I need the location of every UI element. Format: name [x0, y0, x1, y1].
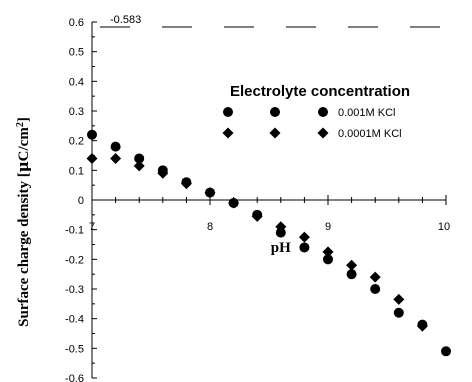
y-tick-label: -0.3	[65, 284, 84, 296]
y-tick-label: 0.4	[69, 76, 84, 88]
y-tick-label: 0.6	[69, 17, 84, 29]
legend-label: 0.0001M KCl	[338, 128, 402, 140]
diamond-point	[228, 197, 240, 209]
x-tick-label: 9	[325, 221, 331, 233]
legend-marker	[223, 107, 233, 117]
legend-label: 0.001M KCl	[338, 107, 395, 119]
diamond-point	[110, 152, 122, 164]
circle-point	[110, 141, 121, 152]
legend-marker	[270, 107, 280, 117]
diamond-point	[180, 178, 192, 190]
legend-marker	[222, 127, 234, 139]
diamond-point	[86, 152, 98, 164]
diamond-point	[298, 231, 310, 243]
diamond-point	[275, 221, 287, 233]
diamond-point	[157, 167, 169, 179]
y-tick-label: -0.4	[65, 314, 84, 326]
x-tick-labels: 7 8 9 10	[89, 221, 450, 233]
y-axis-title: Surface charge density [μC/cm2]	[14, 117, 32, 327]
circle-point	[87, 129, 97, 140]
y-tick-label: -0.6	[65, 373, 84, 382]
axes	[91, 21, 447, 379]
circle-point	[323, 254, 333, 265]
circle-point	[134, 153, 145, 164]
y-tick-label: -0.2	[65, 254, 84, 266]
circle-point	[441, 346, 451, 357]
y-tick-label: -0.1	[65, 225, 84, 237]
legend-marker	[269, 127, 281, 139]
circle-point	[370, 284, 381, 294]
x-tick-label: 7	[89, 221, 95, 233]
reference-line-label: -0.583	[110, 14, 141, 26]
diamond-point	[251, 210, 263, 222]
y-tick-label: 0.1	[69, 165, 84, 177]
legend-marker	[317, 127, 329, 139]
diamond-point	[416, 320, 428, 332]
circle-point	[393, 307, 404, 318]
y-tick-label: 0	[78, 195, 84, 207]
diamond-point	[393, 293, 405, 305]
y-tick-label: 0.5	[69, 47, 84, 59]
diamond-point	[369, 271, 381, 283]
y-tick-label: -0.5	[65, 343, 84, 355]
diamond-point	[133, 160, 145, 172]
y-tick-labels: -0.6 -0.5 -0.4 -0.3 -0.2 -0.1 0 0.1 0.2 0.3 0.4 0.5…	[65, 17, 84, 382]
diamond-point	[322, 246, 334, 258]
circle-point	[275, 227, 286, 238]
diamond-point	[204, 187, 216, 199]
x-tick-label: 8	[207, 221, 213, 233]
y-tick-label: 0.3	[69, 106, 84, 118]
circle-point	[299, 242, 310, 253]
data-points	[86, 129, 451, 357]
legend-marker	[318, 107, 328, 117]
legend-title: Electrolyte concentration	[230, 83, 410, 100]
diamond-point	[346, 259, 358, 271]
circle-point	[346, 269, 357, 280]
x-tick-label: 10	[438, 221, 450, 233]
x-axis-title: pH	[271, 240, 291, 256]
y-tick-label: 0.2	[69, 136, 84, 148]
legend: 0.001M KCl 0.0001M KCl	[222, 107, 402, 140]
